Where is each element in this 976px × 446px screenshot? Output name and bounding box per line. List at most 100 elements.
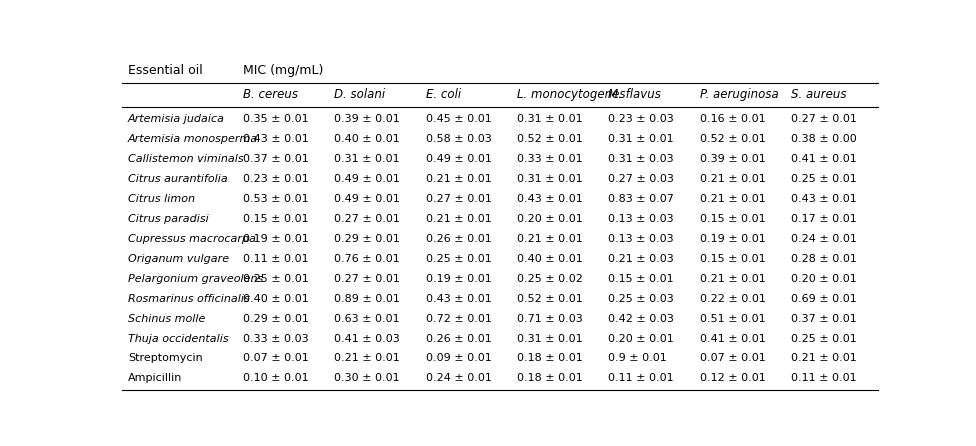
- Text: Pelargonium graveolens: Pelargonium graveolens: [128, 274, 264, 284]
- Text: 0.22 ± 0.01: 0.22 ± 0.01: [700, 294, 765, 304]
- Text: 0.31 ± 0.03: 0.31 ± 0.03: [608, 154, 673, 164]
- Text: Essential oil: Essential oil: [128, 64, 203, 77]
- Text: 0.15 ± 0.01: 0.15 ± 0.01: [608, 274, 673, 284]
- Text: 0.11 ± 0.01: 0.11 ± 0.01: [243, 254, 308, 264]
- Text: 0.24 ± 0.01: 0.24 ± 0.01: [791, 234, 857, 244]
- Text: 0.45 ± 0.01: 0.45 ± 0.01: [426, 115, 491, 124]
- Text: 0.37 ± 0.01: 0.37 ± 0.01: [243, 154, 308, 164]
- Text: 0.72 ± 0.01: 0.72 ± 0.01: [426, 314, 492, 324]
- Text: 0.16 ± 0.01: 0.16 ± 0.01: [700, 115, 765, 124]
- Text: 0.07 ± 0.01: 0.07 ± 0.01: [243, 354, 308, 363]
- Text: 0.31 ± 0.01: 0.31 ± 0.01: [335, 154, 400, 164]
- Text: 0.21 ± 0.01: 0.21 ± 0.01: [700, 194, 765, 204]
- Text: 0.23 ± 0.03: 0.23 ± 0.03: [608, 115, 674, 124]
- Text: 0.20 ± 0.01: 0.20 ± 0.01: [608, 334, 674, 343]
- Text: Citrus limon: Citrus limon: [128, 194, 195, 204]
- Text: Citrus paradisi: Citrus paradisi: [128, 214, 209, 224]
- Text: S. aureus: S. aureus: [791, 88, 846, 101]
- Text: 0.11 ± 0.01: 0.11 ± 0.01: [791, 373, 857, 384]
- Text: 0.21 ± 0.01: 0.21 ± 0.01: [426, 214, 491, 224]
- Text: M. flavus: M. flavus: [608, 88, 661, 101]
- Text: Schinus molle: Schinus molle: [128, 314, 205, 324]
- Text: 0.12 ± 0.01: 0.12 ± 0.01: [700, 373, 765, 384]
- Text: 0.21 ± 0.01: 0.21 ± 0.01: [791, 354, 857, 363]
- Text: 0.15 ± 0.01: 0.15 ± 0.01: [700, 254, 765, 264]
- Text: 0.69 ± 0.01: 0.69 ± 0.01: [791, 294, 857, 304]
- Text: 0.11 ± 0.01: 0.11 ± 0.01: [608, 373, 673, 384]
- Text: 0.27 ± 0.01: 0.27 ± 0.01: [335, 214, 400, 224]
- Text: 0.41 ± 0.01: 0.41 ± 0.01: [700, 334, 765, 343]
- Text: Cupressus macrocarpa: Cupressus macrocarpa: [128, 234, 256, 244]
- Text: 0.41 ± 0.01: 0.41 ± 0.01: [791, 154, 857, 164]
- Text: 0.21 ± 0.01: 0.21 ± 0.01: [426, 174, 491, 184]
- Text: Artemisia monosperma: Artemisia monosperma: [128, 134, 259, 145]
- Text: 0.15 ± 0.01: 0.15 ± 0.01: [243, 214, 308, 224]
- Text: 0.28 ± 0.01: 0.28 ± 0.01: [791, 254, 857, 264]
- Text: 0.40 ± 0.01: 0.40 ± 0.01: [517, 254, 583, 264]
- Text: 0.29 ± 0.01: 0.29 ± 0.01: [335, 234, 400, 244]
- Text: B. cereus: B. cereus: [243, 88, 298, 101]
- Text: 0.49 ± 0.01: 0.49 ± 0.01: [335, 174, 400, 184]
- Text: 0.18 ± 0.01: 0.18 ± 0.01: [517, 354, 583, 363]
- Text: 0.10 ± 0.01: 0.10 ± 0.01: [243, 373, 308, 384]
- Text: 0.63 ± 0.01: 0.63 ± 0.01: [335, 314, 400, 324]
- Text: 0.40 ± 0.01: 0.40 ± 0.01: [335, 134, 400, 145]
- Text: 0.58 ± 0.03: 0.58 ± 0.03: [426, 134, 491, 145]
- Text: 0.19 ± 0.01: 0.19 ± 0.01: [700, 234, 765, 244]
- Text: 0.27 ± 0.01: 0.27 ± 0.01: [426, 194, 492, 204]
- Text: 0.35 ± 0.01: 0.35 ± 0.01: [243, 115, 308, 124]
- Text: 0.21 ± 0.01: 0.21 ± 0.01: [700, 174, 765, 184]
- Text: 0.26 ± 0.01: 0.26 ± 0.01: [426, 334, 491, 343]
- Text: 0.25 ± 0.01: 0.25 ± 0.01: [791, 334, 857, 343]
- Text: 0.76 ± 0.01: 0.76 ± 0.01: [335, 254, 400, 264]
- Text: Origanum vulgare: Origanum vulgare: [128, 254, 229, 264]
- Text: D. solani: D. solani: [335, 88, 386, 101]
- Text: 0.21 ± 0.01: 0.21 ± 0.01: [517, 234, 583, 244]
- Text: 0.39 ± 0.01: 0.39 ± 0.01: [335, 115, 400, 124]
- Text: 0.43 ± 0.01: 0.43 ± 0.01: [791, 194, 857, 204]
- Text: 0.13 ± 0.03: 0.13 ± 0.03: [608, 214, 673, 224]
- Text: 0.31 ± 0.01: 0.31 ± 0.01: [517, 174, 583, 184]
- Text: 0.17 ± 0.01: 0.17 ± 0.01: [791, 214, 857, 224]
- Text: 0.41 ± 0.03: 0.41 ± 0.03: [335, 334, 400, 343]
- Text: 0.19 ± 0.01: 0.19 ± 0.01: [426, 274, 491, 284]
- Text: 0.52 ± 0.01: 0.52 ± 0.01: [700, 134, 765, 145]
- Text: 0.27 ± 0.01: 0.27 ± 0.01: [791, 115, 857, 124]
- Text: 0.27 ± 0.03: 0.27 ± 0.03: [608, 174, 674, 184]
- Text: 0.21 ± 0.03: 0.21 ± 0.03: [608, 254, 674, 264]
- Text: 0.89 ± 0.01: 0.89 ± 0.01: [335, 294, 400, 304]
- Text: 0.25 ± 0.01: 0.25 ± 0.01: [791, 174, 857, 184]
- Text: 0.26 ± 0.01: 0.26 ± 0.01: [426, 234, 491, 244]
- Text: 0.07 ± 0.01: 0.07 ± 0.01: [700, 354, 765, 363]
- Text: 0.25 ± 0.01: 0.25 ± 0.01: [426, 254, 491, 264]
- Text: 0.33 ± 0.03: 0.33 ± 0.03: [243, 334, 308, 343]
- Text: 0.37 ± 0.01: 0.37 ± 0.01: [791, 314, 857, 324]
- Text: Thuja occidentalis: Thuja occidentalis: [128, 334, 228, 343]
- Text: 0.25 ± 0.03: 0.25 ± 0.03: [608, 294, 674, 304]
- Text: 0.83 ± 0.07: 0.83 ± 0.07: [608, 194, 674, 204]
- Text: 0.52 ± 0.01: 0.52 ± 0.01: [517, 294, 583, 304]
- Text: 0.15 ± 0.01: 0.15 ± 0.01: [700, 214, 765, 224]
- Text: 0.49 ± 0.01: 0.49 ± 0.01: [335, 194, 400, 204]
- Text: L. monocytogenes: L. monocytogenes: [517, 88, 626, 101]
- Text: 0.51 ± 0.01: 0.51 ± 0.01: [700, 314, 765, 324]
- Text: P. aeruginosa: P. aeruginosa: [700, 88, 778, 101]
- Text: 0.25 ± 0.01: 0.25 ± 0.01: [243, 274, 308, 284]
- Text: 0.13 ± 0.03: 0.13 ± 0.03: [608, 234, 673, 244]
- Text: 0.31 ± 0.01: 0.31 ± 0.01: [517, 334, 583, 343]
- Text: 0.43 ± 0.01: 0.43 ± 0.01: [517, 194, 583, 204]
- Text: 0.23 ± 0.01: 0.23 ± 0.01: [243, 174, 308, 184]
- Text: Callistemon viminals: Callistemon viminals: [128, 154, 244, 164]
- Text: 0.71 ± 0.03: 0.71 ± 0.03: [517, 314, 583, 324]
- Text: MIC (mg/mL): MIC (mg/mL): [243, 64, 323, 77]
- Text: 0.20 ± 0.01: 0.20 ± 0.01: [517, 214, 583, 224]
- Text: 0.21 ± 0.01: 0.21 ± 0.01: [335, 354, 400, 363]
- Text: E. coli: E. coli: [426, 88, 461, 101]
- Text: 0.25 ± 0.02: 0.25 ± 0.02: [517, 274, 583, 284]
- Text: 0.49 ± 0.01: 0.49 ± 0.01: [426, 154, 492, 164]
- Text: 0.21 ± 0.01: 0.21 ± 0.01: [700, 274, 765, 284]
- Text: 0.40 ± 0.01: 0.40 ± 0.01: [243, 294, 308, 304]
- Text: 0.52 ± 0.01: 0.52 ± 0.01: [517, 134, 583, 145]
- Text: 0.09 ± 0.01: 0.09 ± 0.01: [426, 354, 491, 363]
- Text: Artemisia judaica: Artemisia judaica: [128, 115, 225, 124]
